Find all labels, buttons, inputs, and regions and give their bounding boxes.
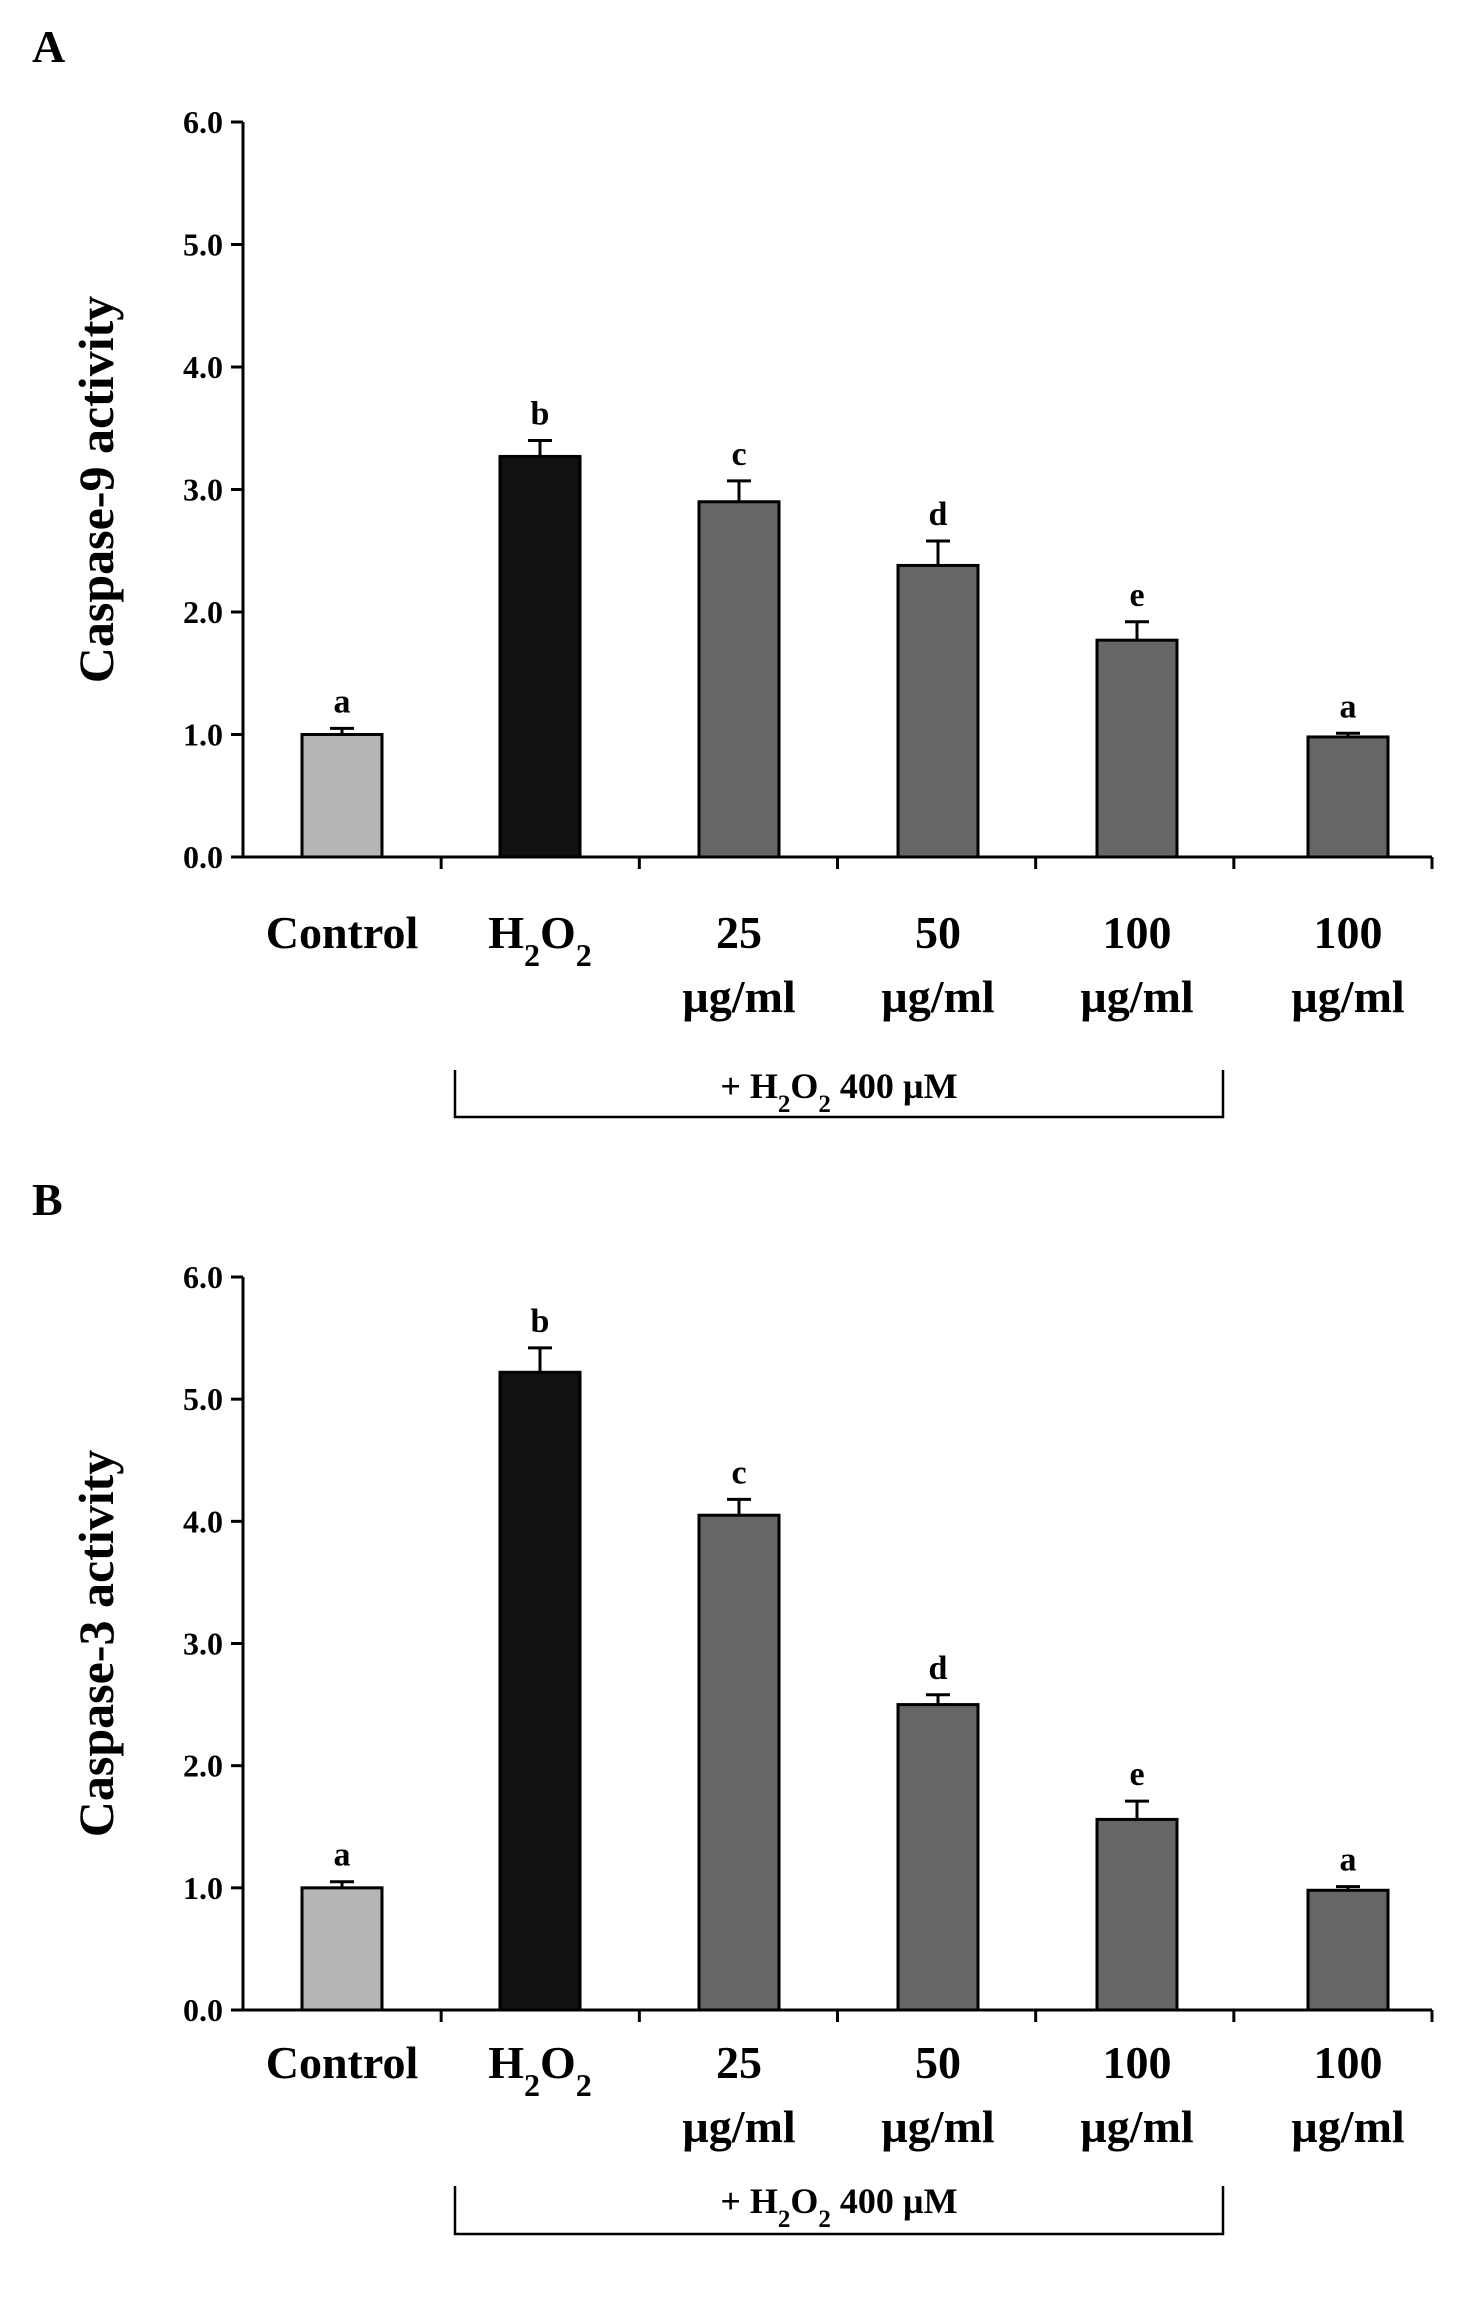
significance-label: a bbox=[334, 1837, 351, 1874]
significance-label: b bbox=[531, 396, 550, 433]
y-tick-label: 0.0 bbox=[183, 1992, 223, 2028]
panel-b: B 0.0 1.0 2.0 3.0 4.0 5.0 6.0 Caspase-3 activity… bbox=[32, 1174, 1434, 2236]
y-axis-title: Caspase-9 activity bbox=[68, 296, 124, 683]
significance-label: c bbox=[731, 1454, 746, 1491]
panel-label: B bbox=[32, 1174, 63, 1225]
y-tick-label: 4.0 bbox=[183, 349, 223, 385]
y-tick-label: 6.0 bbox=[183, 104, 223, 140]
significance-label: d bbox=[929, 1650, 948, 1687]
y-tick-label: 3.0 bbox=[183, 1626, 223, 1662]
x-tick-label: Control bbox=[266, 2037, 419, 2088]
significance-label: e bbox=[1129, 577, 1144, 614]
y-tick-label: 6.0 bbox=[183, 1259, 223, 1295]
x-tick-label: 25 bbox=[716, 907, 762, 958]
y-tick-label: 4.0 bbox=[183, 1503, 223, 1539]
bar-1 bbox=[300, 1886, 384, 2012]
x-tick-label-unit: µg/ml bbox=[881, 971, 994, 1022]
panel-label: A bbox=[32, 21, 65, 72]
x-tick-label: 50 bbox=[915, 907, 961, 958]
significance-label: d bbox=[929, 496, 948, 533]
significance-label: c bbox=[731, 436, 746, 473]
significance-label: b bbox=[531, 1303, 550, 1340]
treatment-bracket bbox=[453, 2186, 1225, 2236]
y-tick-label: 1.0 bbox=[183, 1870, 223, 1906]
bar-1 bbox=[300, 733, 384, 859]
y-tick-label: 1.0 bbox=[183, 717, 223, 753]
panel-a: A 0.0 1.0 2.0 3.0 4.0 5.0 6.0 Caspase-9 activity… bbox=[32, 21, 1434, 1119]
y-tick-label: 2.0 bbox=[183, 1748, 223, 1784]
bracket-label: + H2O2 400 µM bbox=[720, 2181, 957, 2233]
x-tick-label: H2O2 bbox=[488, 2037, 592, 2103]
bar-5 bbox=[1095, 638, 1179, 859]
x-tick-label-unit: µg/ml bbox=[1291, 971, 1404, 1022]
y-tick-label: 5.0 bbox=[183, 227, 223, 263]
x-tick-label: 100 bbox=[1103, 2037, 1172, 2088]
x-tick-label-unit: µg/ml bbox=[1080, 971, 1193, 1022]
treatment-bracket bbox=[453, 1070, 1225, 1119]
x-tick-label: 100 bbox=[1103, 907, 1172, 958]
x-tick-label: 100 bbox=[1314, 907, 1383, 958]
x-tick-label-unit: µg/ml bbox=[1080, 2101, 1193, 2152]
y-tick-label: 0.0 bbox=[183, 839, 223, 875]
x-tick-label-unit: µg/ml bbox=[1291, 2101, 1404, 2152]
y-tick-label: 3.0 bbox=[183, 472, 223, 508]
y-tick-label: 2.0 bbox=[183, 594, 223, 630]
bar-4 bbox=[896, 563, 980, 859]
x-tick-label-unit: µg/ml bbox=[682, 971, 795, 1022]
bar-2 bbox=[498, 454, 582, 859]
x-tick-label: 50 bbox=[915, 2037, 961, 2088]
significance-label: e bbox=[1129, 1756, 1144, 1793]
x-tick-label: Control bbox=[266, 907, 419, 958]
bar-2 bbox=[498, 1370, 582, 2012]
significance-label: a bbox=[1340, 1842, 1357, 1879]
x-tick-label: 100 bbox=[1314, 2037, 1383, 2088]
bracket-label: + H2O2 400 µM bbox=[720, 1066, 957, 1118]
y-tick-label: 5.0 bbox=[183, 1381, 223, 1417]
significance-label: a bbox=[1340, 688, 1357, 725]
bar-3 bbox=[697, 500, 781, 859]
x-tick-label: H2O2 bbox=[488, 907, 592, 973]
bar-4 bbox=[896, 1703, 980, 2012]
x-tick-label-unit: µg/ml bbox=[682, 2101, 795, 2152]
bar-6 bbox=[1306, 1888, 1390, 2012]
x-tick-label-unit: µg/ml bbox=[881, 2101, 994, 2152]
bar-6 bbox=[1306, 735, 1390, 859]
bar-3 bbox=[697, 1513, 781, 2012]
x-tick-label: 25 bbox=[716, 2037, 762, 2088]
bar-5 bbox=[1095, 1817, 1179, 2012]
significance-label: a bbox=[334, 683, 351, 720]
y-axis-title: Caspase-3 activity bbox=[68, 1450, 124, 1837]
